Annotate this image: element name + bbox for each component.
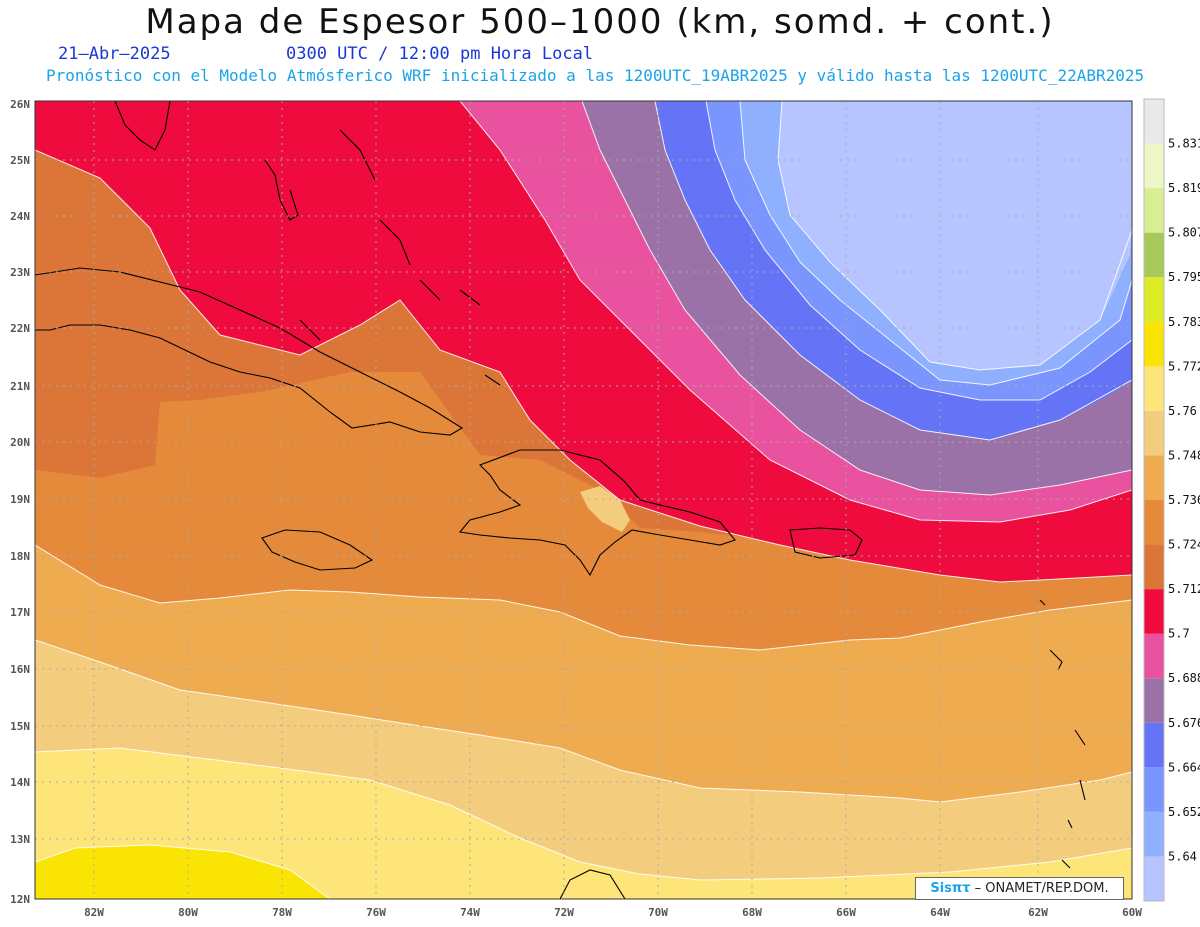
colorbar-swatch — [1144, 811, 1164, 857]
lon-tick-label: 68W — [742, 906, 762, 919]
model-description: Pronóstico con el Modelo Atmósferico WRF… — [46, 66, 1145, 85]
colorbar-label: 5.712 — [1168, 582, 1200, 596]
colorbar-swatch — [1144, 188, 1164, 233]
colorbar-label: 5.772 — [1168, 359, 1200, 373]
band-5.783 — [35, 845, 330, 899]
colorbar-label: 5.795 — [1168, 270, 1200, 284]
lon-axis: 82W 80W 78W 76W 74W 72W 70W 68W 66W 64W … — [84, 906, 1142, 919]
puerto-rico-coast — [789, 527, 863, 559]
lat-tick-label: 13N — [10, 833, 30, 846]
colorbar-swatch — [1144, 277, 1164, 322]
lon-tick-label: 62W — [1028, 906, 1048, 919]
colorbar-swatch — [1144, 722, 1164, 768]
lat-tick-label: 14N — [10, 776, 30, 789]
colorbar-label: 5.783 — [1168, 315, 1200, 329]
lon-tick-label: 82W — [84, 906, 104, 919]
lat-tick-label: 21N — [10, 380, 30, 393]
lat-tick-label: 15N — [10, 720, 30, 733]
colorbar-swatch — [1144, 99, 1164, 144]
colorbar-swatch — [1144, 232, 1164, 278]
credit-box: Sisπτ – ONAMET/REP.DOM. — [915, 877, 1124, 900]
colorbar-label: 5.76 — [1168, 404, 1197, 418]
cuba-coast — [35, 267, 464, 436]
colorbar-label: 5.652 — [1168, 805, 1200, 819]
map-frame — [34, 100, 1133, 900]
lat-axis: 12N 13N 14N 15N 16N 17N 18N 19N 20N 21N … — [10, 98, 30, 906]
lat-tick-label: 22N — [10, 322, 30, 335]
colorbar-swatch — [1144, 143, 1164, 189]
lat-tick-label: 16N — [10, 663, 30, 676]
colorbar-label: 5.64 — [1168, 849, 1197, 863]
lat-tick-label: 25N — [10, 154, 30, 167]
lat-tick-label: 19N — [10, 493, 30, 506]
lon-tick-label: 74W — [460, 906, 480, 919]
lon-tick-label: 76W — [366, 906, 386, 919]
colorbar-swatch — [1144, 455, 1164, 500]
colorbar-frame — [1143, 98, 1165, 902]
band-5.64 — [778, 101, 1132, 370]
colorbar-swatch — [1144, 410, 1164, 456]
credit-text: – ONAMET/REP.DOM. — [974, 881, 1109, 896]
lesser-antilles — [1039, 599, 1086, 869]
lon-tick-label: 60W — [1122, 906, 1142, 919]
lat-tick-label: 26N — [10, 98, 30, 111]
hispaniola-coast — [458, 449, 736, 577]
lat-tick-label: 12N — [10, 893, 30, 906]
forecast-date: 21–Abr–2025 — [58, 44, 171, 64]
colorbar: 5.64 5.652 5.664 5.676 5.688 5.7 5.712 5.724 5.7… — [1143, 98, 1200, 902]
colorbar-label: 5.831 — [1168, 137, 1200, 151]
lat-tick-label: 17N — [10, 606, 30, 619]
florida-coast — [114, 101, 171, 151]
grid-lines — [35, 101, 1132, 899]
lat-tick-label: 23N — [10, 266, 30, 279]
colorbar-label: 5.7 — [1168, 627, 1190, 641]
sispi-logo: Sisπτ — [930, 881, 971, 896]
colorbar-swatch — [1144, 767, 1164, 812]
lat-tick-label: 20N — [10, 436, 30, 449]
colorbar-label: 5.664 — [1168, 760, 1200, 774]
colorbar-label: 5.688 — [1168, 671, 1200, 685]
lon-tick-label: 70W — [648, 906, 668, 919]
lon-tick-label: 72W — [554, 906, 574, 919]
colorbar-label: 5.676 — [1168, 716, 1200, 730]
contour-lines — [35, 101, 1132, 899]
colorbar-label: 5.748 — [1168, 448, 1200, 462]
colorbar-swatch — [1144, 500, 1164, 545]
colorbar-label: 5.807 — [1168, 226, 1200, 240]
lat-tick-label: 18N — [10, 550, 30, 563]
colorbar-swatch — [1144, 856, 1164, 901]
lon-tick-label: 64W — [930, 906, 950, 919]
lon-tick-label: 80W — [178, 906, 198, 919]
colorbar-label: 5.736 — [1168, 493, 1200, 507]
thickness-bands — [35, 101, 1132, 899]
colorbar-label: 5.724 — [1168, 538, 1200, 552]
coastlines — [35, 101, 1086, 899]
colorbar-swatch — [1144, 321, 1164, 367]
lon-tick-label: 78W — [272, 906, 292, 919]
colorbar-label: 5.819 — [1168, 181, 1200, 195]
band-5.76-hispaniola — [580, 486, 630, 532]
colorbar-swatch — [1144, 589, 1164, 634]
south-america-coast — [559, 869, 626, 899]
lat-tick-label: 24N — [10, 210, 30, 223]
colorbar-swatch — [1144, 366, 1164, 411]
map-title: Mapa de Espesor 500–1000 (km, somd. + co… — [145, 2, 1055, 42]
jamaica-coast — [261, 529, 374, 571]
colorbar-swatch — [1144, 544, 1164, 590]
lon-tick-label: 66W — [836, 906, 856, 919]
forecast-time: 0300 UTC / 12:00 pm Hora Local — [286, 44, 594, 64]
colorbar-swatch — [1144, 678, 1164, 723]
colorbar-swatch — [1144, 633, 1164, 679]
